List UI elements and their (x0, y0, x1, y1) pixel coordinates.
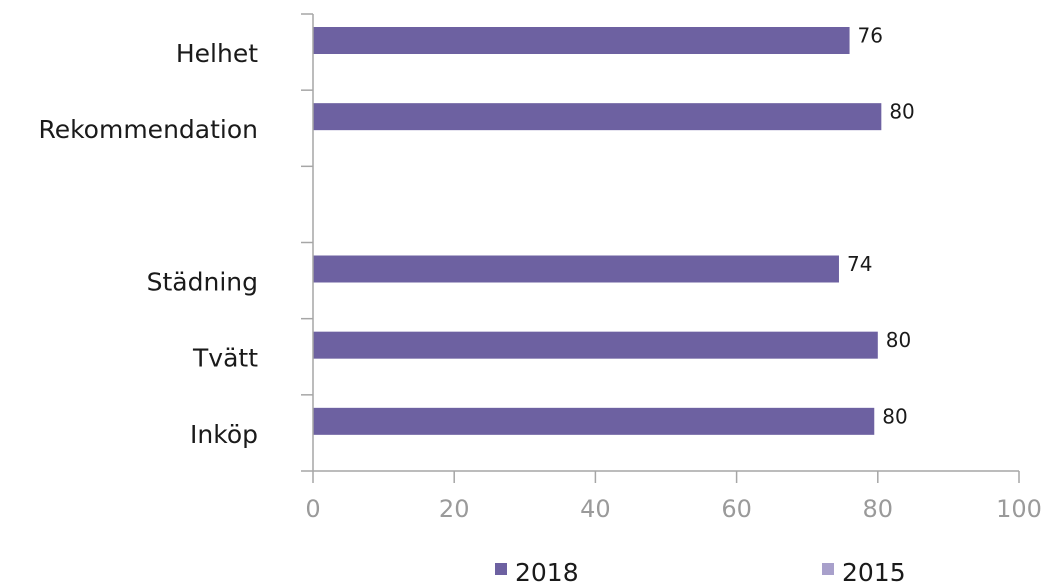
category-label: Helhet (176, 39, 258, 68)
legend-label: 2018 (515, 558, 579, 584)
data-label: 80 (886, 328, 911, 352)
category-label: Rekommendation (38, 115, 258, 144)
x-tick-label: 40 (580, 495, 611, 523)
data-label: 80 (889, 100, 914, 124)
data-label: 74 (847, 252, 872, 276)
x-tick-label: 0 (305, 495, 320, 523)
category-label: Städning (147, 268, 258, 297)
bar-2018-tvätt (313, 332, 878, 359)
legend-swatch-2015 (822, 563, 834, 575)
legend-swatch-2018 (495, 563, 507, 575)
bar-2018-städning (313, 256, 839, 283)
x-tick-label: 20 (439, 495, 470, 523)
category-label: Inköp (190, 420, 258, 449)
legend-label: 2015 (842, 558, 906, 584)
data-label: 80 (882, 404, 907, 428)
bar-2018-rekommendation (313, 103, 881, 130)
category-label: Tvätt (192, 344, 258, 373)
x-tick-label: 100 (996, 495, 1042, 523)
bar-2018-inköp (313, 408, 874, 435)
x-tick-label: 80 (863, 495, 894, 523)
x-tick-label: 60 (721, 495, 752, 523)
data-label: 76 (858, 24, 883, 48)
bar-2018-helhet (313, 27, 850, 54)
